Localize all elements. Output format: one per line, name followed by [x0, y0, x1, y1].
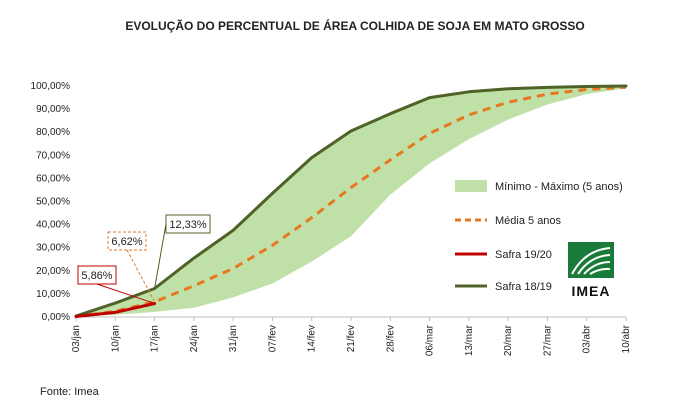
series-safra-1920 — [74, 302, 157, 318]
series-safra-1819 — [74, 84, 628, 318]
x-tick-label: 13/mar — [464, 324, 475, 356]
x-tick-label: 10/jan — [110, 325, 121, 352]
y-tick-label: 90,00% — [36, 104, 70, 115]
callout-leader — [96, 283, 155, 304]
y-axis: 0,00% 10,00% 20,00% 30,00% 40,00% 50,00% 60,00… — [31, 81, 71, 323]
y-tick-label: 10,00% — [36, 289, 70, 300]
y-tick-label: 0,00% — [42, 312, 70, 323]
x-tick-label: 06/mar — [425, 324, 436, 356]
x-tick-label: 21/fev — [346, 325, 357, 352]
callouts: 12,33% 6,62% 5,86% — [77, 214, 211, 304]
x-tick-label: 17/jan — [150, 325, 161, 352]
plot-area — [74, 84, 628, 318]
legend-label-safra-1819: Safra 18/19 — [495, 281, 552, 293]
callout-box — [165, 214, 211, 234]
y-tick-label: 20,00% — [36, 266, 70, 277]
y-tick-label: 40,00% — [36, 220, 70, 231]
x-tick-label: 28/fev — [385, 325, 396, 352]
y-tick-label: 50,00% — [36, 197, 70, 208]
callout-box — [107, 231, 147, 251]
imea-logo: IMEA — [568, 242, 614, 299]
x-axis: 03/jan 10/jan 17/jan 24/jan 31/jan 07/fev 14/f… — [71, 316, 632, 356]
x-tick-label: 03/jan — [71, 325, 82, 352]
x-tick-label: 20/mar — [503, 324, 514, 356]
chart-title: EVOLUÇÃO DO PERCENTUAL DE ÁREA COLHIDA D… — [125, 18, 584, 33]
legend-label-safra-1920: Safra 19/20 — [495, 249, 552, 261]
y-tick-label: 70,00% — [36, 150, 70, 161]
y-tick-label: 80,00% — [36, 127, 70, 138]
imea-logo-text: IMEA — [572, 283, 611, 299]
callout-label: 6,62% — [111, 236, 142, 248]
x-tick-label: 10/abr — [621, 324, 632, 353]
callout-label: 5,86% — [81, 270, 112, 282]
legend-swatch-band — [455, 180, 487, 192]
y-tick-label: 100,00% — [31, 81, 71, 92]
source-note: Fonte: Imea — [40, 386, 100, 398]
x-tick-label: 31/jan — [228, 325, 239, 352]
band-min-max — [76, 86, 626, 317]
x-tick-label: 24/jan — [189, 325, 200, 352]
callout-box — [77, 265, 117, 285]
legend: Mínimo - Máximo (5 anos) Média 5 anos Sa… — [455, 180, 623, 293]
x-tick-label: 14/fev — [307, 325, 318, 352]
legend-label-band: Mínimo - Máximo (5 anos) — [495, 181, 623, 193]
x-tick-label: 27/mar — [542, 324, 553, 356]
y-tick-label: 60,00% — [36, 173, 70, 184]
legend-label-media: Média 5 anos — [495, 215, 562, 227]
y-tick-label: 30,00% — [36, 243, 70, 254]
callout-label: 12,33% — [169, 219, 207, 231]
series-media-5-anos — [75, 85, 627, 318]
x-tick-label: 07/fev — [267, 325, 278, 352]
callout-leader — [154, 223, 167, 289]
x-tick-label: 03/abr — [582, 324, 593, 353]
